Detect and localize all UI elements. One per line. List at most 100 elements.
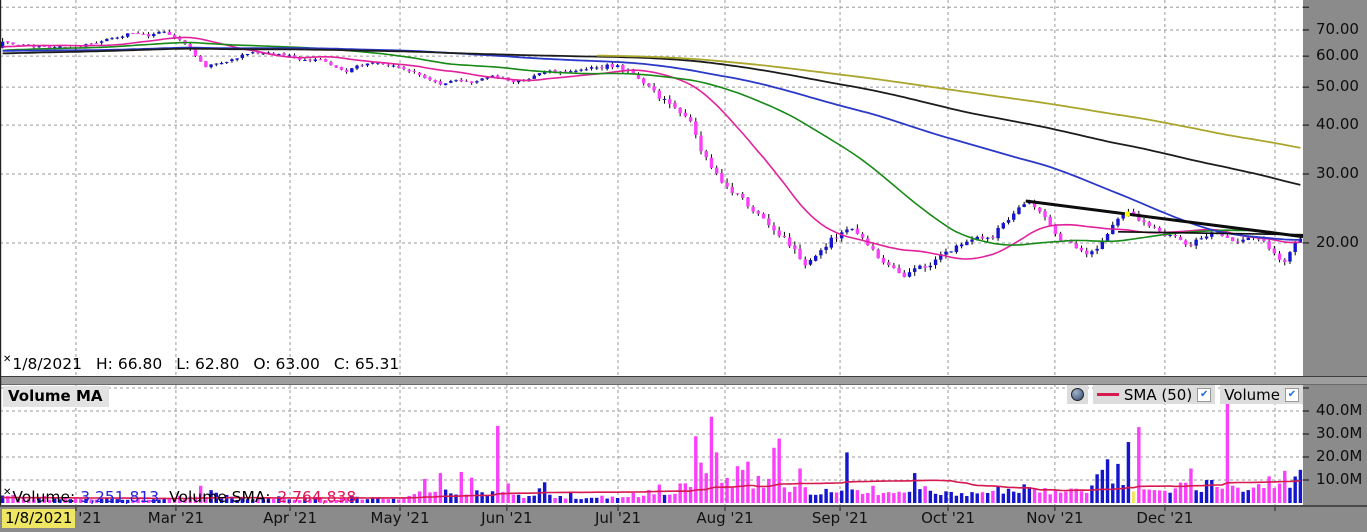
volume-bar (793, 486, 797, 503)
candle-body (574, 70, 578, 72)
candle-body (245, 53, 250, 56)
volume-bar (1256, 484, 1261, 503)
candle-body (1173, 235, 1178, 237)
volume-bar (198, 485, 203, 503)
date-axis-strip[interactable] (0, 507, 1367, 532)
volume-bar (954, 495, 959, 503)
candle-body (1079, 247, 1084, 251)
trendline-drawing-0[interactable] (1025, 199, 1304, 239)
candle-body (819, 250, 823, 256)
candle-body (360, 65, 364, 67)
candle-body (1100, 240, 1105, 250)
candle-body (449, 80, 453, 83)
candle-body (469, 81, 474, 83)
sma-50-line (2, 41, 1301, 246)
volume-bar (907, 491, 912, 503)
volume-tick (1303, 433, 1309, 435)
volume-bar (329, 500, 333, 503)
candle-body (589, 67, 594, 69)
candle-body (1246, 237, 1250, 240)
legend-volume-label: Volume (1224, 385, 1280, 404)
month-label: Apr '21 (263, 509, 318, 527)
price-readout-close-icon[interactable]: ✕ (3, 354, 12, 365)
candle-body (120, 36, 125, 38)
volume-bar (584, 498, 589, 503)
volume-bar (334, 500, 338, 503)
volume-visibility-checkbox[interactable]: ✔ (1285, 387, 1299, 402)
candle-body (881, 257, 886, 263)
candle-body (89, 43, 93, 45)
candle-body (1095, 248, 1099, 251)
volume-bar (480, 492, 484, 503)
volume-bar (141, 499, 146, 503)
candle-body (53, 47, 57, 49)
volume-bar (939, 494, 943, 503)
candle-body (714, 167, 719, 174)
volume-bar (709, 416, 714, 503)
trendline-drawing-1[interactable] (1117, 231, 1304, 236)
volume-bar (746, 461, 750, 503)
volume-bar (287, 499, 291, 503)
volume-bar (985, 492, 990, 503)
price-axis-strip[interactable] (1303, 0, 1367, 505)
volume-bar (1168, 492, 1172, 503)
candle-body (725, 182, 729, 187)
low-label: L: (176, 355, 191, 373)
candle-body (579, 69, 583, 71)
candle-body (172, 34, 177, 38)
volume-tick (1303, 410, 1309, 412)
candle-body (287, 55, 291, 57)
volume-bar (1064, 491, 1068, 503)
volume-bar (860, 493, 865, 503)
candle-body (162, 31, 166, 33)
volume-bar (761, 487, 766, 503)
volume-bar (756, 476, 761, 503)
volume-bar (1142, 489, 1146, 503)
volume-bar (1131, 491, 1136, 503)
volume-bar (58, 499, 62, 503)
pane-separator[interactable] (0, 377, 1367, 384)
candle-body (1157, 227, 1162, 232)
candle-body (110, 38, 114, 40)
legend-sma-item[interactable]: SMA (50) ✔ (1092, 385, 1216, 404)
date-tick (175, 507, 177, 511)
volume-bar (376, 498, 380, 503)
candle-body (1001, 223, 1006, 229)
candle-body (1121, 214, 1125, 219)
volume-bar (579, 499, 583, 503)
candle-body (928, 265, 933, 268)
candle-body (1012, 213, 1016, 220)
volume-bar (1272, 488, 1277, 503)
volume-ma-pane-label[interactable]: Volume MA (3, 386, 110, 407)
volume-bar (1246, 490, 1250, 503)
candle-body (303, 59, 307, 61)
price-tick (1303, 55, 1309, 57)
volume-legend: SMA (50) ✔ Volume ✔ (1066, 385, 1303, 404)
volume-bar (120, 499, 125, 503)
sma-visibility-checkbox[interactable]: ✔ (1197, 387, 1212, 402)
volume-bar (1100, 469, 1105, 503)
candle-body (772, 225, 776, 231)
volume-bar (355, 496, 359, 503)
volume-bar (626, 497, 630, 503)
legend-volume-item[interactable]: Volume ✔ (1220, 385, 1303, 404)
price-tick (1303, 29, 1309, 31)
volume-bars (0, 388, 1303, 503)
candle-body (277, 53, 281, 55)
drawing-handle[interactable] (1124, 211, 1130, 217)
candle-body (412, 70, 417, 72)
volume-bar (350, 496, 354, 503)
date-tick (947, 507, 949, 511)
candle-body (11, 42, 15, 45)
candle-body (1168, 234, 1172, 236)
volume-bar (589, 497, 594, 503)
volume-bar (68, 499, 73, 503)
candle-body (1220, 233, 1224, 237)
volume-readout-close-icon[interactable]: ✕ (3, 487, 12, 498)
indicator-settings-icon[interactable] (1066, 385, 1088, 404)
candle-body (787, 237, 792, 247)
candle-body (1204, 236, 1209, 239)
candle-body (991, 236, 995, 238)
open-label: O: (253, 355, 271, 373)
